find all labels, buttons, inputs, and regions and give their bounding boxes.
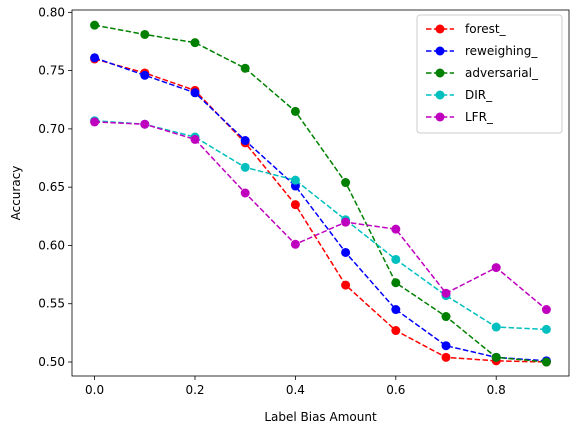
data-point	[441, 341, 451, 351]
data-point	[240, 63, 250, 73]
data-point	[190, 38, 200, 48]
y-tick-label: 0.65	[38, 180, 65, 194]
data-point	[391, 278, 401, 288]
data-point	[140, 29, 150, 39]
data-point	[441, 312, 451, 322]
legend-item: adversarial_	[426, 66, 539, 80]
data-point	[290, 200, 300, 210]
x-tick-label: 0.8	[487, 383, 506, 397]
data-point	[90, 53, 100, 63]
data-point	[491, 263, 501, 273]
data-point	[491, 352, 501, 362]
y-tick-label: 0.75	[38, 64, 65, 78]
data-point	[90, 20, 100, 30]
legend-label: forest_	[465, 22, 507, 36]
legend-item: forest_	[426, 22, 507, 36]
data-point	[140, 70, 150, 80]
data-point	[190, 88, 200, 98]
x-tick-label: 0.6	[386, 383, 405, 397]
legend-label: reweighing_	[465, 44, 538, 58]
data-point	[541, 357, 551, 367]
series-reweighing	[90, 53, 551, 366]
y-tick-label: 0.60	[38, 238, 65, 252]
series-line	[94, 121, 547, 311]
data-point	[341, 217, 351, 227]
data-point	[441, 352, 451, 362]
series-line	[94, 58, 547, 363]
legend-label: adversarial_	[465, 66, 539, 80]
x-tick-label: 0.2	[185, 383, 204, 397]
series-dir	[90, 116, 551, 334]
data-point	[341, 247, 351, 257]
series-lfr	[90, 117, 551, 315]
data-point	[491, 322, 501, 332]
legend-marker	[435, 68, 445, 78]
data-point	[391, 224, 401, 234]
data-point	[240, 136, 250, 146]
legend-marker	[435, 24, 445, 34]
legend-item: reweighing_	[426, 44, 538, 58]
y-tick-label: 0.50	[38, 355, 65, 369]
series-line	[94, 119, 547, 331]
series-line	[94, 57, 547, 362]
data-point	[391, 305, 401, 315]
data-point	[140, 119, 150, 129]
data-point	[290, 175, 300, 185]
data-point	[190, 134, 200, 144]
y-tick-label: 0.55	[38, 297, 65, 311]
data-point	[341, 280, 351, 290]
legend-marker	[435, 112, 445, 122]
data-point	[240, 188, 250, 198]
legend-item: DIR_	[426, 88, 493, 102]
data-point	[391, 254, 401, 264]
legend-label: LFR_	[465, 110, 494, 124]
legend-box	[416, 14, 563, 134]
series-layer	[90, 20, 551, 367]
series-line	[94, 24, 547, 363]
series-adversarial	[90, 20, 551, 367]
legend-marker	[435, 90, 445, 100]
legend-item: LFR_	[426, 110, 494, 124]
data-point	[391, 326, 401, 336]
x-axis-label: Label Bias Amount	[264, 410, 377, 424]
data-point	[240, 162, 250, 172]
x-tick-label: 0.0	[85, 383, 104, 397]
y-tick-label: 0.80	[38, 5, 65, 19]
data-point	[290, 106, 300, 116]
legend: forest_ reweighing_ adversarial_ DIR_ LFR_	[416, 14, 563, 134]
plot-frame	[71, 9, 570, 377]
x-tick-label: 0.4	[286, 383, 305, 397]
data-point	[341, 178, 351, 188]
data-point	[541, 324, 551, 334]
data-point	[90, 117, 100, 127]
x-axis-ticks: 0.0 0.2 0.4 0.6 0.8	[85, 376, 506, 397]
data-point	[441, 288, 451, 298]
y-axis-label: Accuracy	[9, 166, 23, 221]
legend-marker	[435, 46, 445, 56]
legend-label: DIR_	[465, 88, 493, 102]
y-tick-label: 0.70	[38, 122, 65, 136]
data-point	[290, 239, 300, 249]
data-point	[541, 305, 551, 315]
y-axis-ticks: 0.50 0.55 0.60 0.65 0.70 0.75 0.80	[38, 5, 72, 369]
